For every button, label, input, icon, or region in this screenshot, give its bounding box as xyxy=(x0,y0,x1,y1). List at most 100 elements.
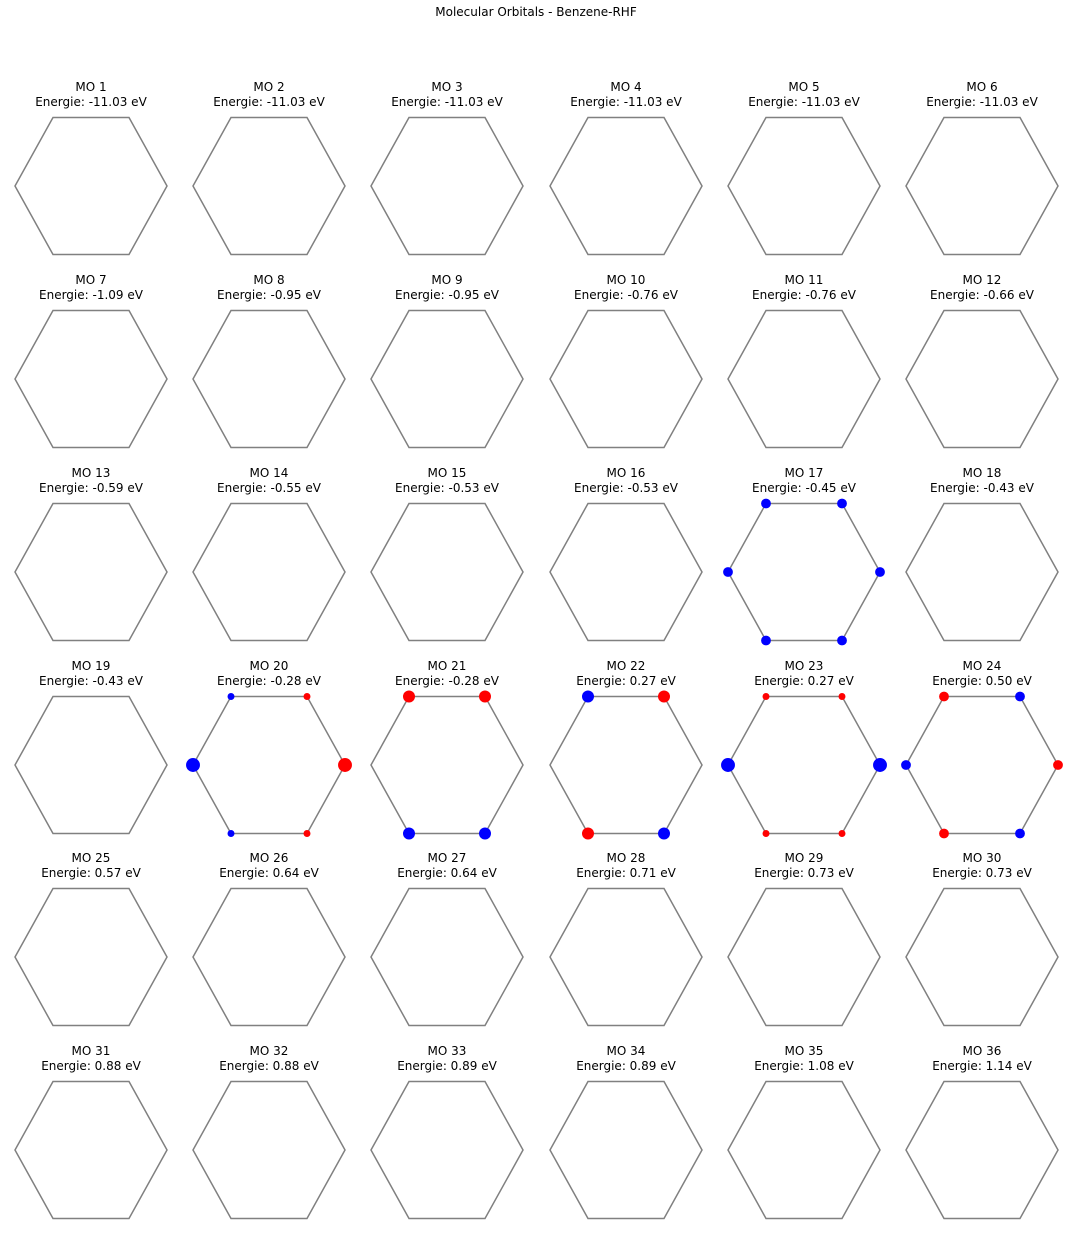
orbital-lobe xyxy=(1015,828,1025,839)
orbital-lobe xyxy=(837,498,847,509)
orbital-panel: MO 24 Energie: 0.50 eV xyxy=(893,657,1071,847)
orbital-label: MO 12 xyxy=(962,273,1002,287)
benzene-ring xyxy=(14,695,168,835)
benzene-ring xyxy=(549,695,703,835)
orbital-label: MO 23 xyxy=(784,659,824,673)
orbital-lobe xyxy=(723,567,733,577)
benzene-ring-plot xyxy=(14,695,168,835)
orbital-panel: MO 32 Energie: 0.88 eV xyxy=(180,1042,358,1232)
orbital-lobe xyxy=(227,830,235,837)
orbital-title: MO 23 Energie: 0.27 eV xyxy=(715,659,893,689)
orbital-title: MO 19 Energie: -0.43 eV xyxy=(2,659,180,689)
benzene-ring xyxy=(370,695,524,835)
orbital-panel: MO 8 Energie: -0.95 eV xyxy=(180,271,358,461)
benzene-ring xyxy=(549,502,703,642)
orbital-title: MO 29 Energie: 0.73 eV xyxy=(715,851,893,881)
benzene-ring-plot xyxy=(727,309,881,449)
benzene-ring xyxy=(192,887,346,1027)
orbital-energy: Energie: 1.08 eV xyxy=(754,1059,854,1073)
orbital-lobe xyxy=(837,635,847,646)
orbital-lobe xyxy=(1053,760,1063,770)
orbital-title: MO 22 Energie: 0.27 eV xyxy=(537,659,715,689)
benzene-ring xyxy=(192,502,346,642)
orbital-panel: MO 3 Energie: -11.03 eV xyxy=(358,78,536,268)
orbital-lobe xyxy=(303,830,311,837)
orbital-energy: Energie: -11.03 eV xyxy=(213,95,325,109)
benzene-ring-plot xyxy=(370,887,524,1027)
orbital-label: MO 1 xyxy=(75,80,107,94)
orbital-label: MO 20 xyxy=(249,659,289,673)
orbital-lobe xyxy=(403,827,415,840)
benzene-ring xyxy=(14,309,168,449)
orbital-label: MO 31 xyxy=(71,1044,111,1058)
orbital-title: MO 31 Energie: 0.88 eV xyxy=(2,1044,180,1074)
orbital-energy: Energie: 0.64 eV xyxy=(219,866,319,880)
orbital-panel: MO 7 Energie: -1.09 eV xyxy=(2,271,180,461)
orbital-title: MO 20 Energie: -0.28 eV xyxy=(180,659,358,689)
orbital-label: MO 5 xyxy=(788,80,820,94)
benzene-ring xyxy=(14,502,168,642)
benzene-ring xyxy=(727,1080,881,1220)
orbital-panel: MO 10 Energie: -0.76 eV xyxy=(537,271,715,461)
orbital-energy: Energie: -1.09 eV xyxy=(39,288,143,302)
orbital-label: MO 14 xyxy=(249,466,289,480)
orbital-energy: Energie: -0.43 eV xyxy=(930,481,1034,495)
orbital-lobe xyxy=(479,690,491,703)
orbital-panel: MO 29 Energie: 0.73 eV xyxy=(715,849,893,1039)
orbital-label: MO 26 xyxy=(249,851,289,865)
orbital-energy: Energie: 0.50 eV xyxy=(932,674,1032,688)
orbital-label: MO 15 xyxy=(427,466,467,480)
benzene-ring-plot xyxy=(549,887,703,1027)
benzene-ring xyxy=(905,309,1059,449)
orbital-panel: MO 21 Energie: -0.28 eV xyxy=(358,657,536,847)
orbital-panel: MO 20 Energie: -0.28 eV xyxy=(180,657,358,847)
orbital-title: MO 27 Energie: 0.64 eV xyxy=(358,851,536,881)
orbital-label: MO 27 xyxy=(427,851,467,865)
orbital-label: MO 30 xyxy=(962,851,1002,865)
benzene-ring xyxy=(549,1080,703,1220)
orbital-lobe xyxy=(403,690,415,703)
benzene-ring-plot xyxy=(549,116,703,256)
orbital-panel: MO 36 Energie: 1.14 eV xyxy=(893,1042,1071,1232)
orbital-title: MO 16 Energie: -0.53 eV xyxy=(537,466,715,496)
orbital-label: MO 35 xyxy=(784,1044,824,1058)
benzene-ring xyxy=(549,887,703,1027)
orbital-panel: MO 31 Energie: 0.88 eV xyxy=(2,1042,180,1232)
orbital-panel: MO 22 Energie: 0.27 eV xyxy=(537,657,715,847)
orbital-label: MO 19 xyxy=(71,659,111,673)
orbital-energy: Energie: 1.14 eV xyxy=(932,1059,1032,1073)
benzene-ring-plot xyxy=(549,1080,703,1220)
orbital-lobe xyxy=(658,690,670,703)
orbital-lobe xyxy=(838,693,846,700)
orbital-lobe xyxy=(479,827,491,840)
orbital-energy: Energie: 0.88 eV xyxy=(41,1059,141,1073)
benzene-ring-plot xyxy=(721,693,887,837)
benzene-ring-plot xyxy=(14,1080,168,1220)
orbital-panel: MO 16 Energie: -0.53 eV xyxy=(537,464,715,654)
orbital-label: MO 3 xyxy=(431,80,463,94)
benzene-ring xyxy=(905,1080,1059,1220)
orbital-lobe xyxy=(186,758,200,772)
orbital-lobe xyxy=(762,830,770,837)
orbital-energy: Energie: 0.89 eV xyxy=(397,1059,497,1073)
orbital-panel: MO 13 Energie: -0.59 eV xyxy=(2,464,180,654)
benzene-ring xyxy=(192,1080,346,1220)
figure-title: Molecular Orbitals - Benzene-RHF xyxy=(435,5,637,19)
orbital-panel: MO 4 Energie: -11.03 eV xyxy=(537,78,715,268)
benzene-ring-plot xyxy=(370,1080,524,1220)
orbital-energy: Energie: -11.03 eV xyxy=(748,95,860,109)
benzene-ring-plot xyxy=(905,309,1059,449)
orbital-label: MO 34 xyxy=(606,1044,646,1058)
orbital-label: MO 29 xyxy=(784,851,824,865)
orbital-title: MO 28 Energie: 0.71 eV xyxy=(537,851,715,881)
orbital-energy: Energie: -0.59 eV xyxy=(39,481,143,495)
orbital-label: MO 33 xyxy=(427,1044,467,1058)
benzene-ring-plot xyxy=(14,887,168,1027)
orbital-title: MO 3 Energie: -11.03 eV xyxy=(358,80,536,110)
benzene-ring xyxy=(727,695,881,835)
orbital-title: MO 34 Energie: 0.89 eV xyxy=(537,1044,715,1074)
orbital-energy: Energie: 0.64 eV xyxy=(397,866,497,880)
orbital-energy: Energie: -11.03 eV xyxy=(391,95,503,109)
orbital-panel: MO 23 Energie: 0.27 eV xyxy=(715,657,893,847)
orbital-panel: MO 15 Energie: -0.53 eV xyxy=(358,464,536,654)
